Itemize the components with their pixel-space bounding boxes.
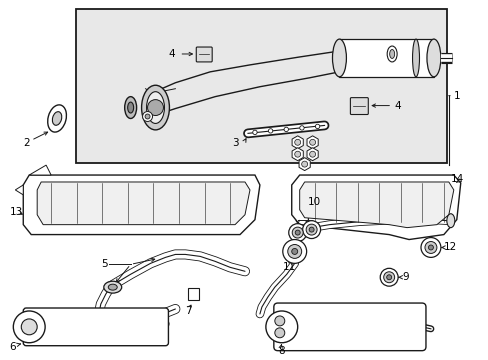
Polygon shape: [29, 165, 51, 175]
Ellipse shape: [127, 102, 133, 113]
Text: 2: 2: [23, 138, 30, 148]
Ellipse shape: [142, 85, 169, 130]
Circle shape: [282, 239, 306, 264]
Text: 13: 13: [9, 207, 22, 217]
Bar: [76, 9, 446, 163]
Circle shape: [274, 328, 284, 338]
Circle shape: [268, 129, 272, 133]
Circle shape: [274, 316, 284, 326]
Circle shape: [294, 139, 300, 145]
Text: 11: 11: [282, 262, 295, 272]
Circle shape: [305, 224, 316, 235]
Ellipse shape: [146, 92, 164, 123]
Text: 5: 5: [101, 259, 107, 269]
Polygon shape: [15, 185, 23, 195]
Ellipse shape: [446, 214, 454, 228]
Circle shape: [380, 268, 397, 286]
Circle shape: [142, 112, 152, 121]
Ellipse shape: [108, 284, 117, 290]
Circle shape: [295, 230, 300, 235]
Ellipse shape: [389, 50, 394, 58]
Circle shape: [287, 244, 301, 258]
Circle shape: [308, 227, 313, 232]
Circle shape: [302, 221, 320, 239]
Text: 9: 9: [401, 272, 408, 282]
Text: 10: 10: [307, 197, 320, 207]
Circle shape: [21, 319, 37, 335]
FancyBboxPatch shape: [23, 308, 168, 346]
Circle shape: [420, 238, 440, 257]
Ellipse shape: [124, 96, 136, 118]
Text: 1: 1: [453, 91, 460, 101]
Circle shape: [309, 139, 315, 145]
Circle shape: [288, 224, 306, 242]
Text: 4: 4: [168, 49, 175, 59]
Polygon shape: [37, 182, 249, 225]
Circle shape: [147, 100, 163, 116]
Circle shape: [383, 272, 394, 283]
Circle shape: [301, 161, 307, 167]
Circle shape: [386, 275, 391, 280]
Circle shape: [291, 248, 297, 255]
Ellipse shape: [332, 39, 346, 77]
Text: 6: 6: [9, 342, 16, 352]
Circle shape: [145, 114, 150, 119]
Bar: [339, 39, 433, 77]
Circle shape: [292, 227, 303, 238]
Ellipse shape: [426, 39, 440, 77]
Text: 3: 3: [232, 138, 238, 148]
Ellipse shape: [52, 112, 61, 125]
Text: 14: 14: [450, 174, 463, 184]
FancyBboxPatch shape: [196, 47, 212, 62]
Ellipse shape: [48, 105, 66, 132]
Polygon shape: [291, 175, 460, 239]
Circle shape: [13, 311, 45, 343]
Circle shape: [424, 242, 436, 253]
Text: 12: 12: [443, 243, 456, 252]
Circle shape: [265, 311, 297, 343]
Circle shape: [284, 127, 288, 131]
Text: 4: 4: [393, 100, 400, 111]
Circle shape: [309, 151, 315, 157]
Polygon shape: [299, 182, 453, 228]
Polygon shape: [23, 175, 260, 235]
Circle shape: [427, 245, 432, 250]
Text: 7: 7: [185, 306, 192, 316]
FancyBboxPatch shape: [273, 303, 425, 351]
Ellipse shape: [103, 281, 122, 293]
Circle shape: [294, 151, 300, 157]
Ellipse shape: [412, 39, 419, 77]
Circle shape: [299, 126, 304, 130]
Circle shape: [252, 130, 257, 135]
Circle shape: [315, 124, 319, 129]
Ellipse shape: [386, 46, 396, 62]
FancyBboxPatch shape: [350, 98, 367, 114]
Text: 8: 8: [277, 346, 284, 356]
